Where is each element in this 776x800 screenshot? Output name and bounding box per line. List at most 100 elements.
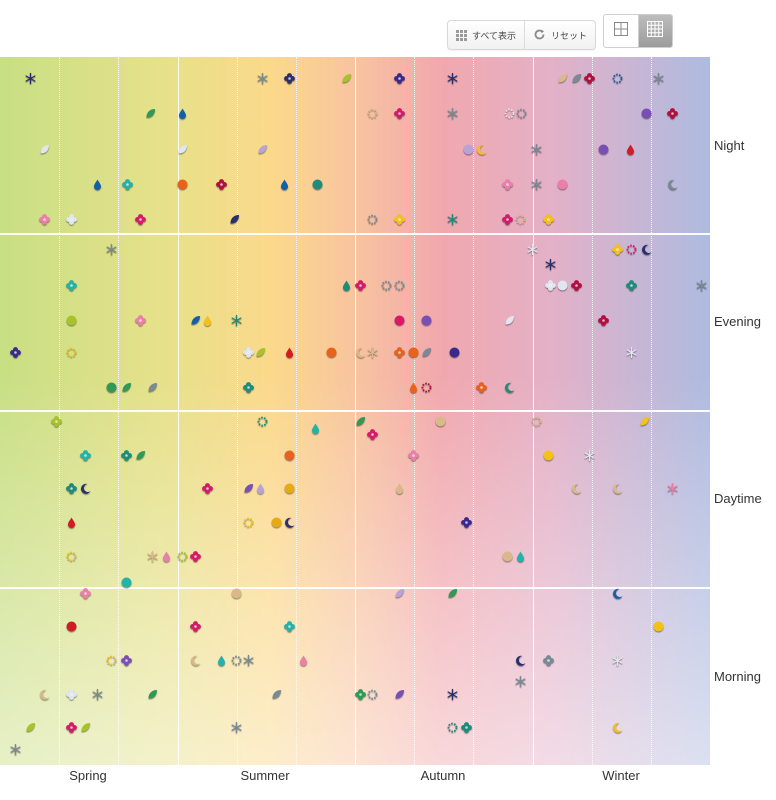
flower-icon[interactable]: [38, 214, 50, 226]
flower-icon[interactable]: [571, 279, 583, 291]
snowflake-icon[interactable]: [10, 743, 21, 755]
dot-icon[interactable]: [284, 450, 295, 461]
dot-icon[interactable]: [449, 347, 460, 358]
snowflake-icon[interactable]: [531, 178, 542, 191]
leaf-icon[interactable]: [394, 689, 405, 700]
moon-icon[interactable]: [39, 689, 50, 700]
ring-icon[interactable]: [612, 73, 623, 84]
dot-icon[interactable]: [543, 450, 554, 461]
snowflake-icon[interactable]: [257, 72, 268, 84]
ring-icon[interactable]: [421, 382, 432, 393]
moon-icon[interactable]: [667, 179, 678, 190]
snowflake-icon[interactable]: [667, 483, 678, 495]
leaf-icon[interactable]: [557, 73, 568, 84]
reset-button[interactable]: リセット: [524, 21, 595, 49]
show-all-button[interactable]: すべて表示: [448, 21, 524, 49]
flower-icon[interactable]: [393, 108, 405, 120]
flower-icon[interactable]: [583, 72, 595, 84]
dot-icon[interactable]: [421, 315, 432, 326]
snowflake-icon[interactable]: [626, 346, 637, 359]
ring-icon[interactable]: [447, 722, 458, 733]
flower-icon[interactable]: [51, 416, 63, 428]
snowflake-icon[interactable]: [243, 654, 254, 667]
leaf-icon[interactable]: [190, 315, 201, 326]
drop-icon[interactable]: [279, 179, 290, 190]
flower-icon[interactable]: [367, 428, 379, 440]
drop-icon[interactable]: [625, 144, 636, 155]
snowflake-icon[interactable]: [515, 676, 526, 688]
ring-icon[interactable]: [106, 655, 117, 666]
flower-icon[interactable]: [461, 517, 473, 528]
flower-icon[interactable]: [626, 279, 638, 291]
leaf-icon[interactable]: [147, 382, 158, 393]
snowflake-icon[interactable]: [612, 654, 623, 667]
moon-icon[interactable]: [504, 382, 515, 394]
leaf-icon[interactable]: [229, 214, 240, 225]
leaf-icon[interactable]: [255, 347, 266, 358]
snowflake-icon[interactable]: [447, 688, 458, 700]
ring-icon[interactable]: [66, 551, 77, 562]
ring-icon[interactable]: [394, 280, 405, 291]
snowflake-icon[interactable]: [106, 244, 117, 256]
flower-icon[interactable]: [122, 179, 134, 190]
leaf-icon[interactable]: [145, 108, 156, 119]
leaf-icon[interactable]: [147, 689, 158, 700]
drop-icon[interactable]: [161, 551, 172, 562]
dot-icon[interactable]: [326, 347, 337, 358]
flower-icon[interactable]: [134, 315, 146, 327]
dot-icon[interactable]: [231, 588, 242, 599]
flower-icon[interactable]: [202, 483, 214, 495]
flower-icon[interactable]: [243, 347, 254, 358]
drop-icon[interactable]: [66, 517, 77, 528]
flower-icon[interactable]: [598, 315, 609, 327]
snowflake-icon[interactable]: [25, 72, 36, 84]
ring-icon[interactable]: [367, 214, 378, 225]
leaf-icon[interactable]: [571, 73, 582, 84]
flower-icon[interactable]: [243, 382, 254, 394]
dot-icon[interactable]: [641, 108, 652, 119]
moon-icon[interactable]: [355, 347, 366, 358]
dot-icon[interactable]: [557, 280, 568, 291]
moon-icon[interactable]: [284, 517, 295, 528]
ring-icon[interactable]: [177, 551, 188, 562]
moon-icon[interactable]: [612, 483, 623, 495]
dot-icon[interactable]: [435, 416, 446, 427]
snowflake-icon[interactable]: [367, 346, 378, 359]
dot-icon[interactable]: [66, 621, 77, 632]
flower-icon[interactable]: [79, 587, 91, 599]
flower-icon[interactable]: [79, 449, 91, 461]
leaf-icon[interactable]: [394, 588, 405, 599]
dot-icon[interactable]: [394, 315, 405, 326]
snowflake-icon[interactable]: [696, 279, 707, 291]
dot-icon[interactable]: [271, 517, 282, 528]
ring-icon[interactable]: [626, 244, 637, 255]
leaf-icon[interactable]: [25, 722, 36, 733]
flower-icon[interactable]: [120, 655, 132, 666]
dot-icon[interactable]: [463, 144, 474, 155]
flower-icon[interactable]: [393, 72, 405, 84]
ring-icon[interactable]: [504, 108, 515, 119]
leaf-icon[interactable]: [257, 144, 268, 155]
drop-icon[interactable]: [92, 179, 103, 190]
flower-icon[interactable]: [544, 279, 556, 291]
ring-icon[interactable]: [66, 347, 77, 358]
flower-icon[interactable]: [65, 688, 77, 700]
moon-icon[interactable]: [641, 244, 652, 256]
moon-icon[interactable]: [80, 483, 91, 495]
flower-icon[interactable]: [502, 179, 514, 190]
dot-icon[interactable]: [66, 315, 77, 326]
flower-icon[interactable]: [189, 621, 201, 633]
snowflake-icon[interactable]: [527, 244, 538, 256]
dot-icon[interactable]: [408, 347, 419, 358]
flower-icon[interactable]: [134, 214, 146, 226]
moon-icon[interactable]: [571, 483, 582, 495]
flower-icon[interactable]: [10, 347, 22, 358]
flower-icon[interactable]: [216, 179, 228, 190]
moon-icon[interactable]: [612, 588, 623, 599]
flower-icon[interactable]: [543, 214, 554, 226]
drop-icon[interactable]: [177, 108, 188, 120]
ring-icon[interactable]: [231, 655, 242, 666]
flower-icon[interactable]: [65, 483, 77, 495]
ring-icon[interactable]: [367, 108, 378, 119]
flower-icon[interactable]: [667, 108, 679, 120]
